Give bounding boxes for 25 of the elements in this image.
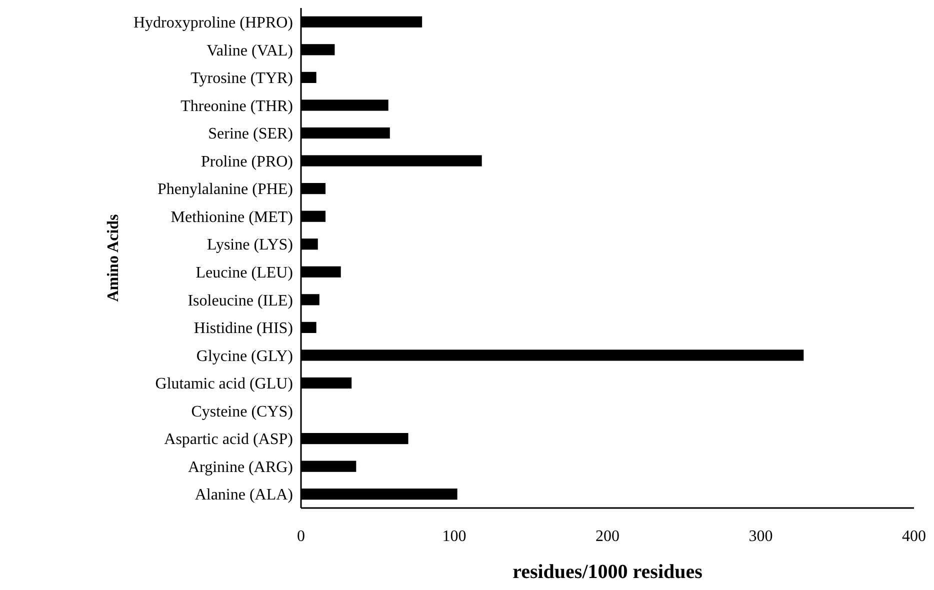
x-axis-title: residues/1000 residues — [512, 561, 703, 583]
x-tick-label: 0 — [297, 528, 305, 545]
y-tick-label: Histidine (HIS) — [194, 320, 293, 338]
x-tick-label: 400 — [902, 528, 926, 545]
y-tick-label: Cysteine (CYS) — [191, 403, 293, 420]
y-tick-label: Leucine (LEU) — [196, 264, 293, 282]
y-tick-label: Hydroxyproline (HPRO) — [133, 14, 293, 32]
y-tick-label: Valine (VAL) — [206, 42, 293, 60]
y-tick-label: Isoleucine (ILE) — [188, 292, 293, 310]
y-tick-label: Methionine (MET) — [170, 208, 293, 226]
y-tick-label: Proline (PRO) — [201, 153, 293, 170]
y-tick-label: Arginine (ARG) — [188, 458, 293, 476]
y-tick-label: Glycine (GLY) — [196, 348, 293, 365]
y-tick-label: Threonine (THR) — [180, 98, 293, 115]
x-tick-label: 100 — [442, 528, 466, 545]
y-tick-label: Phenylalanine (PHE) — [157, 181, 293, 198]
y-axis-title: Amino Acids — [105, 214, 122, 302]
y-tick-label: Tyrosine (TYR) — [190, 70, 293, 88]
y-tick-label: Lysine (LYS) — [207, 236, 293, 254]
y-tick-label: Serine (SER) — [208, 126, 293, 143]
y-tick-label: Glutamic acid (GLU) — [155, 376, 293, 393]
y-tick-label: Aspartic acid (ASP) — [164, 431, 293, 448]
x-tick-label: 200 — [596, 528, 620, 545]
x-tick-label: 300 — [748, 528, 773, 545]
y-tick-label: Alanine (ALA) — [194, 486, 293, 504]
